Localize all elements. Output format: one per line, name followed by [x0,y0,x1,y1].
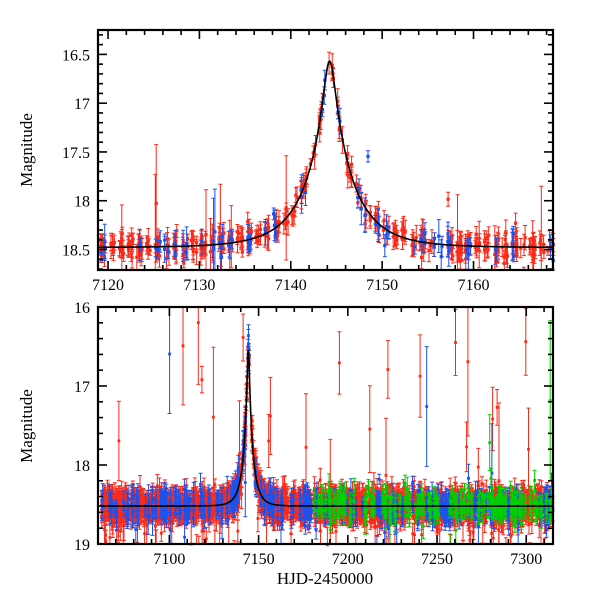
x-tick-label: 7120 [92,277,124,294]
x-axis-label: HJD-2450000 [277,569,373,588]
y-tick-label: 18 [74,458,90,475]
x-tick-label: 7100 [153,551,185,568]
y-tick-label: 17 [74,96,90,113]
bottom-panel-y-axis-label: Magnitude [17,389,36,463]
top-panel-y-axis-label: Magnitude [17,113,36,187]
y-tick-label: 18.5 [62,243,90,260]
data-point-group [98,51,556,271]
bottom-panel-model-curve [98,349,553,507]
x-tick-label: 7150 [366,277,398,294]
x-tick-label: 7200 [332,551,364,568]
bottom-panel-frame [96,305,555,546]
y-tick-label: 16.5 [62,47,90,64]
x-tick-label: 7150 [243,551,275,568]
y-tick-label: 18 [74,194,90,211]
x-tick-label: 7160 [458,277,490,294]
bottom-panel-data-points [99,306,555,547]
bottom-panel-x-tick-labels: 7100 7150 7200 7250 7300 [153,551,542,568]
top-panel-x-tick-labels: 7120 7130 7140 7150 7160 [92,277,489,294]
y-tick-label: 17 [74,379,90,396]
top-panel-frame [96,28,555,272]
top-panel-y-tick-labels: 16.5 17 17.5 18 18.5 [62,47,90,259]
y-tick-label: 17.5 [62,145,90,162]
x-tick-label: 7130 [183,277,215,294]
y-tick-label: 19 [74,537,90,554]
y-tick-label: 16 [74,300,90,317]
top-panel-model-curve [98,60,553,249]
x-tick-label: 7140 [275,277,307,294]
x-tick-label: 7250 [421,551,453,568]
top-panel-data-points [98,51,556,271]
bottom-panel-y-tick-labels: 16 17 18 19 [74,300,90,554]
x-tick-label: 7300 [510,551,542,568]
top-panel: 7120 7130 7140 7150 7160 16.5 17 17.5 18 18.5 Ma… [17,28,556,294]
